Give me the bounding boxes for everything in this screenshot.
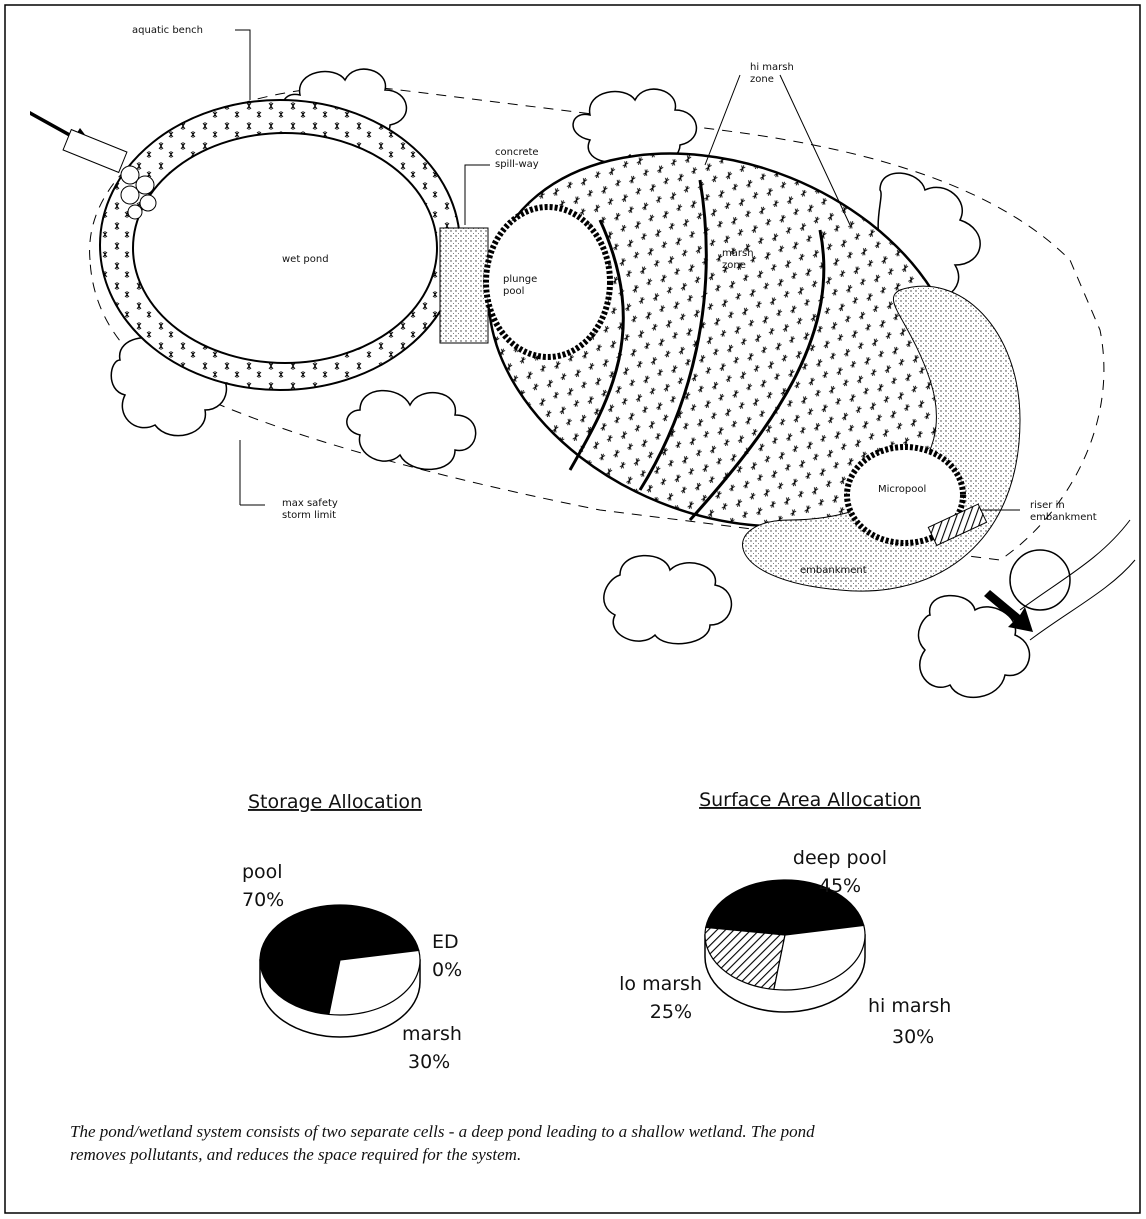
label: max safety bbox=[282, 498, 338, 509]
chart-title: Storage Allocation bbox=[248, 791, 422, 813]
page: aquatic bench hi marsh zone concrete spi… bbox=[0, 0, 1146, 1219]
label: hi marsh bbox=[750, 62, 794, 73]
label: riser in bbox=[1030, 500, 1065, 511]
slice-value: 70% bbox=[242, 889, 284, 911]
slice-value: 30% bbox=[408, 1051, 450, 1073]
label: spill-way bbox=[495, 159, 539, 170]
slice-label: lo marsh bbox=[619, 973, 702, 995]
slice-label: hi marsh bbox=[868, 995, 951, 1017]
caption: removes pollutants, and reduces the spac… bbox=[70, 1145, 521, 1164]
tree-cluster bbox=[604, 556, 732, 644]
tree bbox=[1010, 550, 1070, 610]
label: storm limit bbox=[282, 510, 336, 521]
label: embankment bbox=[1030, 512, 1097, 523]
slice-label: marsh bbox=[402, 1023, 462, 1045]
inlet-pipe bbox=[63, 130, 127, 173]
chart-title: Surface Area Allocation bbox=[699, 789, 921, 811]
tree-cluster bbox=[347, 391, 476, 470]
caption: The pond/wetland system consists of two … bbox=[70, 1122, 815, 1141]
slice-value: 25% bbox=[650, 1001, 692, 1023]
label: embankment bbox=[800, 565, 867, 576]
label: aquatic bench bbox=[132, 25, 203, 36]
figure: aquatic bench hi marsh zone concrete spi… bbox=[0, 0, 1146, 1219]
wet-pond bbox=[133, 133, 437, 363]
slice-label: deep pool bbox=[793, 847, 887, 869]
leader bbox=[465, 165, 490, 225]
label: zone bbox=[722, 260, 746, 271]
label: plunge bbox=[503, 274, 537, 285]
label: pool bbox=[503, 286, 524, 297]
slice-value: 30% bbox=[892, 1026, 934, 1048]
label: Micropool bbox=[878, 484, 926, 495]
leader bbox=[235, 30, 250, 100]
leader bbox=[240, 440, 265, 505]
label: wet pond bbox=[282, 254, 329, 265]
label: marsh bbox=[722, 248, 754, 259]
slice-label: ED bbox=[432, 931, 459, 953]
label: concrete bbox=[495, 147, 539, 158]
slice-value: 45% bbox=[819, 875, 861, 897]
slice-value: 0% bbox=[432, 959, 462, 981]
label: zone bbox=[750, 74, 774, 85]
spillway bbox=[440, 228, 488, 343]
slice-label: pool bbox=[242, 861, 283, 883]
